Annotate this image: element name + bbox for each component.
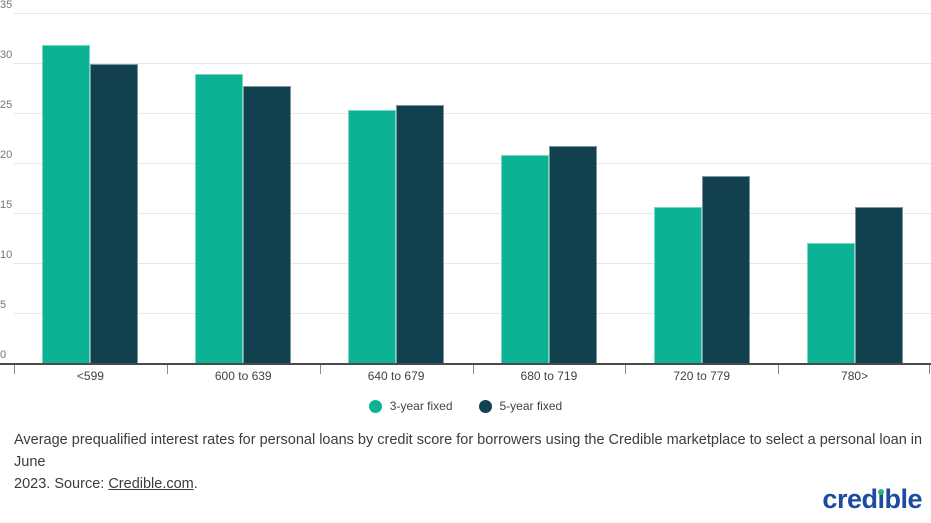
caption-source-link[interactable]: Credible.com — [108, 476, 194, 492]
legend-dot-3-year-fixed — [368, 399, 382, 413]
plot-area — [14, 13, 931, 363]
caption-line-1: Average prequalified interest rates for … — [14, 432, 923, 470]
bar-3-year-fixed-680 to 719 — [500, 155, 549, 363]
x-axis-label-600 to 639: 600 to 639 — [214, 369, 272, 383]
x-axis-label-680 to 719: 680 to 719 — [520, 369, 578, 383]
x-axis-tick-0 — [14, 365, 15, 374]
legend-label: 5-year fixed — [499, 399, 563, 413]
caption-period: . — [193, 476, 198, 492]
bar-5-year-fixed-600 to 639 — [243, 86, 292, 363]
y-axis-label-0: 0 — [0, 349, 7, 361]
x-axis-tick-1 — [166, 365, 168, 374]
x-axis-label-<599: <599 — [76, 369, 104, 383]
x-axis-label-780>: 780> — [841, 369, 869, 383]
caption-line-2: 2023. Source: Credible.com. — [14, 473, 926, 495]
legend-label: 3-year fixed — [389, 399, 453, 413]
caption-source-prefix: 2023. Source: — [14, 476, 109, 492]
legend-item-3-year-fixed: 3-year fixed — [368, 399, 453, 413]
x-axis-line — [0, 363, 931, 365]
y-axis-label-15: 15 — [0, 199, 13, 211]
bar-5-year-fixed-680 to 719 — [548, 146, 597, 363]
bar-3-year-fixed-780> — [806, 243, 855, 363]
x-axis-tick-5 — [778, 365, 780, 374]
bar-5-year-fixed-720 to 779 — [701, 176, 750, 363]
y-axis-label-25: 25 — [0, 99, 13, 111]
y-axis-label-5: 5 — [0, 299, 7, 311]
gridline-5 — [14, 313, 931, 314]
y-axis-label-20: 20 — [0, 149, 13, 161]
logo-text-post: ble — [884, 484, 922, 514]
bar-3-year-fixed-640 to 679 — [348, 110, 397, 363]
bar-3-year-fixed-720 to 779 — [653, 207, 702, 363]
logo-i-stem: ı — [877, 484, 885, 514]
bar-5-year-fixed-780> — [854, 207, 903, 363]
gridline-30 — [14, 63, 931, 64]
gridline-25 — [14, 113, 931, 114]
bar-5-year-fixed-<599 — [90, 64, 139, 363]
bar-3-year-fixed-600 to 639 — [195, 74, 244, 363]
gridline-10 — [14, 263, 931, 264]
x-axis-label-640 to 679: 640 to 679 — [367, 369, 425, 383]
legend: 3-year fixed 5-year fixed — [0, 399, 931, 413]
logo-i-dot-green — [878, 489, 885, 495]
legend-dot-5-year-fixed — [478, 399, 492, 413]
x-axis-tick-4 — [625, 365, 627, 374]
y-axis-label-30: 30 — [0, 49, 13, 61]
y-axis-label-35: 35 — [0, 0, 13, 11]
gridline-15 — [14, 213, 931, 214]
logo-letter-i: ı — [877, 484, 885, 514]
bar-3-year-fixed-<599 — [42, 45, 91, 363]
gridline-20 — [14, 163, 931, 164]
x-axis-label-720 to 779: 720 to 779 — [673, 369, 731, 383]
bar-5-year-fixed-640 to 679 — [396, 105, 445, 363]
legend-item-5-year-fixed: 5-year fixed — [478, 399, 563, 413]
x-axis-tick-2 — [319, 365, 321, 374]
y-axis-label-10: 10 — [0, 249, 13, 261]
gridline-35 — [14, 13, 931, 14]
caption: Average prequalified interest rates for … — [14, 429, 926, 495]
logo-text-pre: cred — [822, 484, 878, 514]
x-axis-tick-6 — [929, 365, 930, 374]
x-axis-tick-3 — [472, 365, 474, 374]
credible-logo: credı ble — [822, 486, 922, 513]
